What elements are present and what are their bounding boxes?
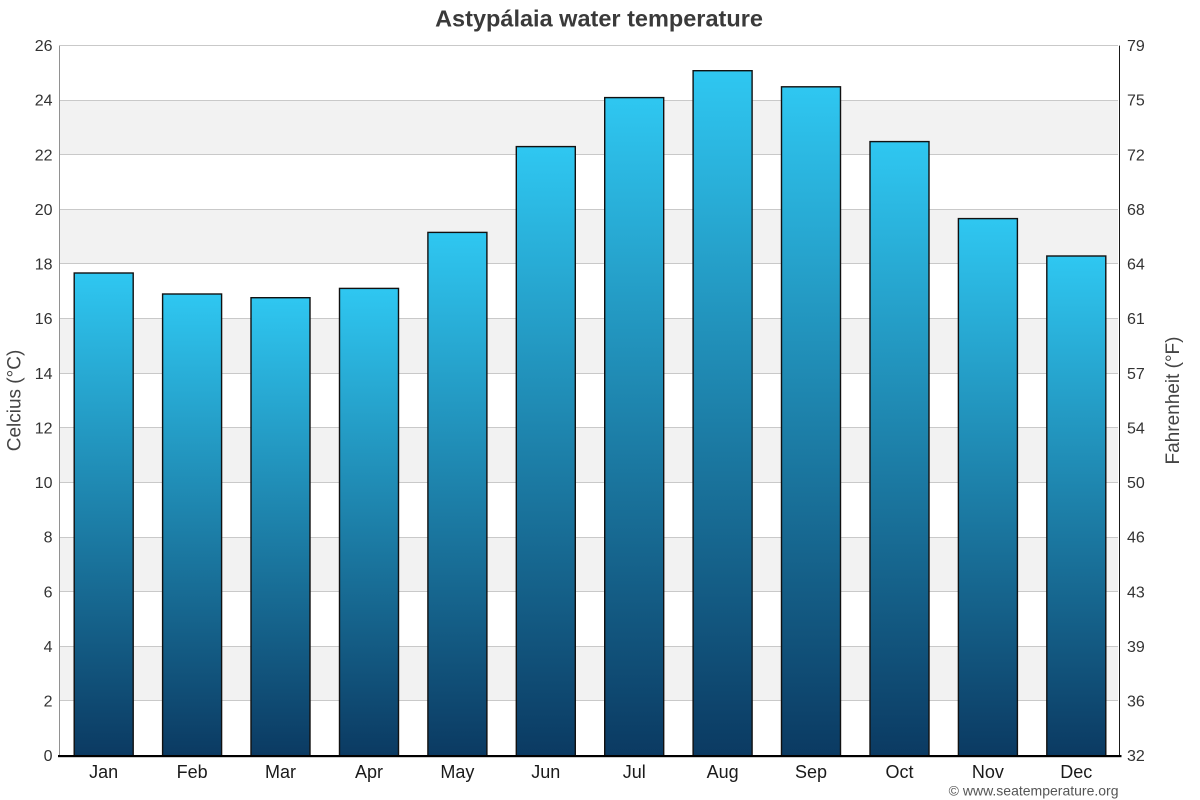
svg-text:Fahrenheit (°F): Fahrenheit (°F)	[1163, 337, 1184, 465]
svg-text:Jun: Jun	[531, 762, 560, 782]
svg-text:26: 26	[35, 38, 53, 55]
svg-text:Apr: Apr	[355, 762, 383, 782]
svg-text:6: 6	[44, 584, 53, 601]
svg-text:64: 64	[1127, 257, 1145, 274]
svg-text:Jan: Jan	[89, 762, 118, 782]
svg-text:79: 79	[1127, 38, 1145, 55]
svg-text:57: 57	[1127, 366, 1145, 383]
svg-text:68: 68	[1127, 202, 1145, 219]
svg-text:22: 22	[35, 147, 53, 164]
svg-text:Feb: Feb	[177, 762, 208, 782]
svg-text:36: 36	[1127, 694, 1145, 711]
svg-text:61: 61	[1127, 311, 1145, 328]
svg-text:Oct: Oct	[885, 762, 913, 782]
svg-text:May: May	[440, 762, 474, 782]
svg-text:Mar: Mar	[265, 762, 296, 782]
svg-text:10: 10	[35, 475, 53, 492]
svg-text:16: 16	[35, 311, 53, 328]
svg-text:32: 32	[1127, 748, 1145, 765]
svg-text:24: 24	[35, 93, 53, 110]
svg-text:18: 18	[35, 257, 53, 274]
svg-text:Astypálaia water temperature: Astypálaia water temperature	[435, 6, 763, 32]
svg-text:4: 4	[44, 639, 53, 656]
svg-text:72: 72	[1127, 147, 1145, 164]
svg-text:43: 43	[1127, 584, 1145, 601]
svg-text:Aug: Aug	[707, 762, 739, 782]
svg-text:39: 39	[1127, 639, 1145, 656]
svg-text:12: 12	[35, 420, 53, 437]
svg-text:Celcius (°C): Celcius (°C)	[5, 350, 26, 452]
svg-text:75: 75	[1127, 93, 1145, 110]
svg-text:20: 20	[35, 202, 53, 219]
svg-text:Dec: Dec	[1060, 762, 1092, 782]
svg-text:2: 2	[44, 694, 53, 711]
svg-text:© www.seatemperature.org: © www.seatemperature.org	[949, 783, 1119, 799]
svg-text:14: 14	[35, 366, 53, 383]
svg-text:50: 50	[1127, 475, 1145, 492]
svg-text:0: 0	[44, 748, 53, 765]
svg-text:Sep: Sep	[795, 762, 827, 782]
svg-text:46: 46	[1127, 530, 1145, 547]
svg-text:54: 54	[1127, 420, 1145, 437]
svg-text:Nov: Nov	[972, 762, 1004, 782]
svg-text:8: 8	[44, 530, 53, 547]
svg-text:Jul: Jul	[623, 762, 646, 782]
